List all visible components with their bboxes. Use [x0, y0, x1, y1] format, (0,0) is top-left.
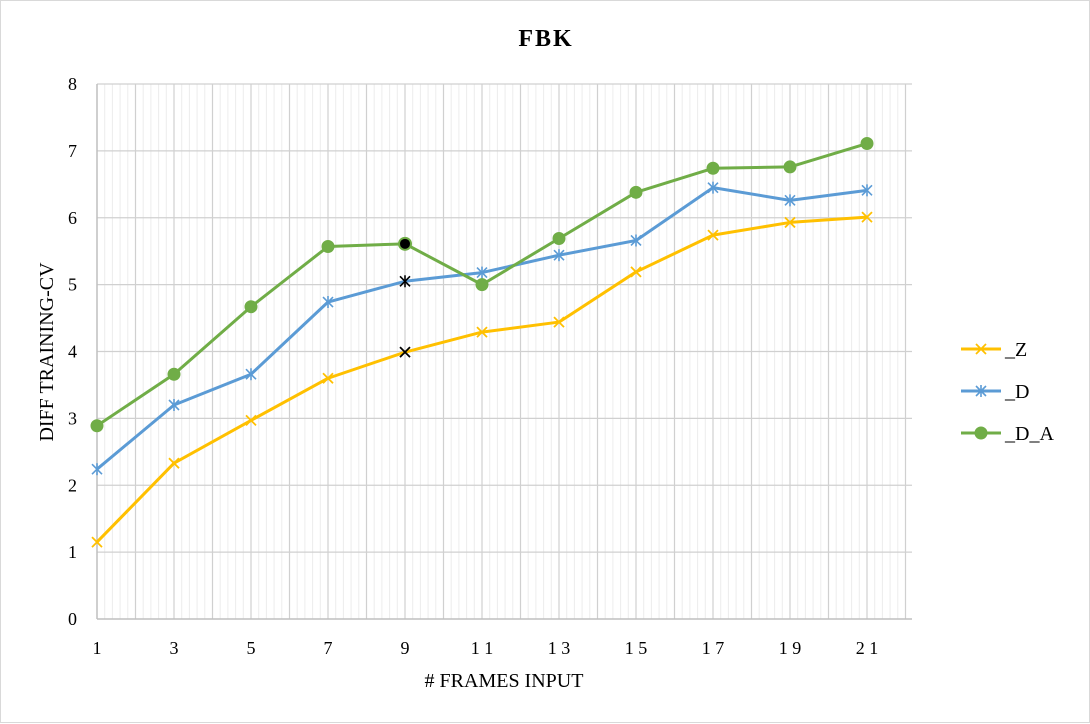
- y-tick-label: 2: [68, 475, 77, 495]
- y-tick-label: 6: [68, 208, 77, 228]
- x-tick-label: 2 1: [856, 638, 879, 658]
- legend-entry: _Z: [961, 339, 1027, 361]
- data-point: [244, 300, 258, 314]
- y-tick-label: 5: [68, 275, 77, 295]
- x-tick-label: 1 5: [625, 638, 648, 658]
- x-tick-label: 1 1: [471, 638, 494, 658]
- x-tick-label: 9: [401, 638, 410, 658]
- y-tick-label: 0: [68, 609, 77, 629]
- y-tick-label: 8: [68, 74, 77, 94]
- data-point: [553, 249, 565, 262]
- data-point: [398, 236, 412, 251]
- y-tick-label: 3: [68, 408, 77, 428]
- data-point: [476, 266, 488, 279]
- x-tick-label: 1: [93, 638, 102, 658]
- data-point: [399, 346, 411, 358]
- legend-label: _D_A: [1004, 423, 1054, 445]
- y-tick-label: 7: [68, 141, 77, 161]
- legend: _Z _D _D_A: [961, 339, 1054, 445]
- series-group: [90, 137, 874, 548]
- axes: [96, 84, 912, 620]
- data-point: [630, 266, 642, 278]
- y-tick-label: 4: [68, 342, 77, 362]
- data-point: [90, 419, 104, 433]
- x-axis-label: # FRAMES INPUT: [425, 670, 584, 692]
- data-point: [91, 463, 103, 476]
- series-z: [91, 211, 873, 548]
- data-point: [167, 367, 181, 381]
- data-point: [475, 278, 489, 292]
- legend-label: _D: [1004, 381, 1029, 403]
- grid: [97, 83, 912, 619]
- data-point: [629, 185, 643, 199]
- data-point: [553, 316, 565, 328]
- data-point: [707, 229, 719, 241]
- legend-entry: _D: [961, 381, 1029, 403]
- x-tick-label: 1 3: [548, 638, 571, 658]
- legend-label: _Z: [1004, 339, 1027, 361]
- data-point: [168, 457, 180, 469]
- data-point: [168, 399, 180, 411]
- y-tick-label: 1: [68, 542, 77, 562]
- legend-marker: [975, 385, 987, 397]
- data-point: [245, 368, 257, 381]
- data-point: [784, 194, 796, 207]
- data-point: [861, 211, 873, 223]
- data-point: [322, 372, 334, 384]
- data-point: [321, 240, 335, 254]
- data-point: [861, 184, 873, 197]
- x-tick-label: 5: [247, 638, 256, 658]
- legend-marker: [974, 426, 988, 440]
- x-tick-label: 7: [324, 638, 333, 658]
- legend-entry: _D_A: [961, 423, 1054, 445]
- x-tick-label: 3: [170, 638, 179, 658]
- data-point: [399, 275, 411, 288]
- chart-title: FBK: [518, 26, 573, 52]
- data-point: [784, 216, 796, 229]
- legend-marker: [975, 343, 987, 355]
- data-point: [707, 181, 719, 194]
- data-point: [322, 296, 334, 309]
- x-tick-label: 1 9: [779, 638, 802, 658]
- data-point: [552, 231, 566, 245]
- y-axis-label: DIFF TRAINING-CV: [36, 262, 58, 442]
- data-point: [245, 414, 257, 427]
- series-d: [91, 181, 873, 476]
- data-point: [91, 536, 103, 548]
- x-tick-label: 1 7: [702, 638, 725, 658]
- data-point: [783, 160, 797, 174]
- data-point: [476, 326, 488, 338]
- series-da: [90, 137, 874, 433]
- data-point: [706, 161, 720, 175]
- data-point: [860, 137, 874, 151]
- data-point: [630, 234, 642, 247]
